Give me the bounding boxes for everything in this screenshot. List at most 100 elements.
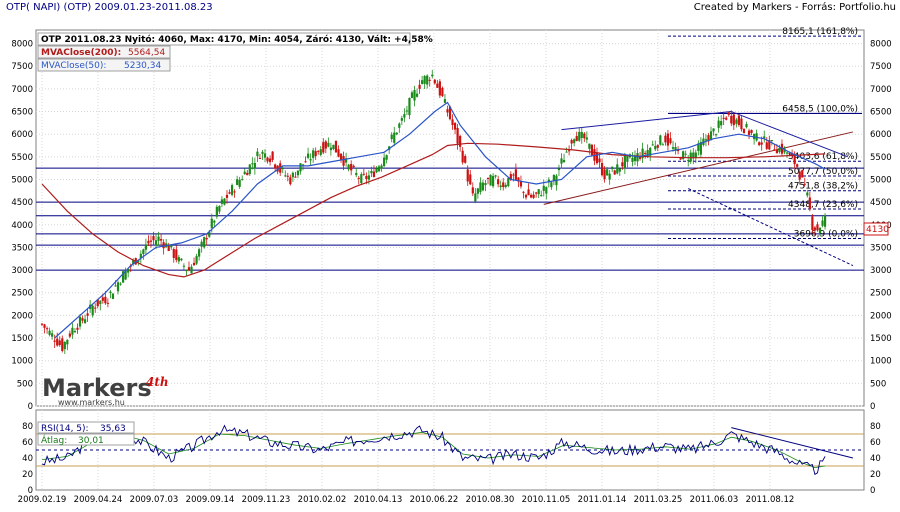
candle-body [393, 132, 396, 143]
candle-body [494, 175, 497, 177]
date-tick: 2009.09.14 [186, 495, 235, 505]
candle-body [167, 244, 170, 251]
price-tick-right: 3500 [870, 243, 892, 253]
candle-body [694, 152, 697, 159]
candle-body [157, 236, 160, 241]
candle-body [357, 177, 360, 179]
candle-body [745, 124, 748, 128]
candle-body [355, 172, 358, 176]
candle-body [192, 262, 196, 266]
candle-body [623, 155, 626, 169]
price-tick-right: 2500 [870, 289, 892, 299]
source-credit: Created by Markers - Forrás: Portfolio.h… [693, 2, 896, 13]
fibo-label: 8165,1 (161,8%) [782, 27, 858, 37]
candle-body [504, 184, 507, 188]
candle-body [170, 245, 173, 248]
candle-body [352, 165, 355, 168]
candle-body [737, 115, 740, 125]
candle-body [362, 173, 365, 175]
candle-body [375, 168, 378, 173]
candle-body [301, 164, 305, 166]
candle-body [119, 283, 122, 285]
candle-body [289, 177, 292, 185]
candle-body [76, 327, 79, 330]
candle-body [783, 148, 786, 153]
candle-body [590, 144, 594, 156]
candle-body [689, 152, 692, 162]
logo-suffix: 4th [146, 375, 169, 389]
candle-body [760, 142, 763, 145]
rsi-line [41, 424, 826, 476]
candle-body [220, 199, 224, 204]
candle-body [585, 137, 588, 140]
candle-body [471, 187, 474, 194]
candle-body [58, 340, 61, 346]
price-tick-left: 5500 [11, 153, 33, 163]
rsi-tick-left: 40 [22, 454, 33, 464]
price-tick-right: 4500 [870, 198, 892, 208]
candle-body [116, 282, 120, 292]
candle-body [177, 257, 180, 262]
price-tick-right: 2000 [870, 311, 892, 321]
candle-body [654, 145, 657, 150]
candle-body [48, 330, 51, 335]
candle-body [456, 127, 459, 144]
date-tick: 2010.02.02 [298, 495, 347, 505]
candle-body [697, 143, 700, 151]
price-tick-left: 2500 [11, 289, 33, 299]
candle-body [552, 175, 556, 181]
candle-body [522, 191, 525, 193]
candle-body [228, 192, 231, 194]
candle-body [233, 191, 236, 193]
candle-body [725, 117, 728, 120]
candle-body [730, 115, 733, 124]
candle-body [542, 185, 545, 191]
candle-body [547, 179, 550, 183]
candle-body [200, 241, 203, 247]
rsi-tick-right: 80 [870, 422, 881, 432]
candle-body [644, 152, 647, 154]
candle-body [674, 147, 677, 151]
price-tick-left: 7500 [11, 62, 33, 72]
candle-body [248, 164, 251, 175]
candle-body [187, 267, 191, 271]
candle-body [699, 142, 702, 155]
candle-body [127, 268, 130, 273]
candle-body [68, 333, 71, 337]
date-tick: 2010.04.13 [354, 495, 403, 505]
price-tick-right: 5000 [870, 175, 892, 185]
candle-body [99, 300, 102, 305]
candle-body [704, 139, 708, 141]
candle-body [210, 218, 213, 228]
candle-body [514, 169, 517, 180]
candle-body [418, 84, 421, 89]
candle-body [109, 291, 112, 293]
candle-body [40, 323, 44, 325]
candle-body [431, 74, 434, 77]
candle-body [611, 166, 614, 170]
candle-body [692, 152, 695, 159]
candle-body [633, 155, 637, 162]
candle-body [570, 140, 573, 144]
rsi-tick-left: 20 [22, 470, 33, 480]
legend-ma50-box [37, 58, 171, 72]
candle-body [788, 153, 791, 155]
date-axis-ticks: 2009.02.19 2009.04.24 2009.07.03 2009.09.14… [18, 495, 795, 505]
candle-body [398, 123, 401, 128]
trendlines [543, 111, 854, 267]
rsi-indicator: 0 0 20 20 40 40 60 60 80 80 [22, 422, 881, 496]
candle-body [735, 119, 738, 124]
candle-body [687, 160, 690, 162]
candle-body [656, 145, 659, 148]
candle-body [294, 176, 297, 178]
legend-ma50-label: MVAClose(50): [41, 61, 106, 71]
legend-summary-box [37, 32, 411, 46]
trendline [543, 131, 854, 205]
candle-body [770, 139, 773, 141]
candle-body [532, 194, 535, 198]
price-tick-left: 6000 [11, 130, 33, 140]
candle-body [276, 165, 279, 172]
candle-body [588, 143, 591, 149]
candle-body [175, 249, 178, 260]
candle-body [43, 324, 46, 328]
